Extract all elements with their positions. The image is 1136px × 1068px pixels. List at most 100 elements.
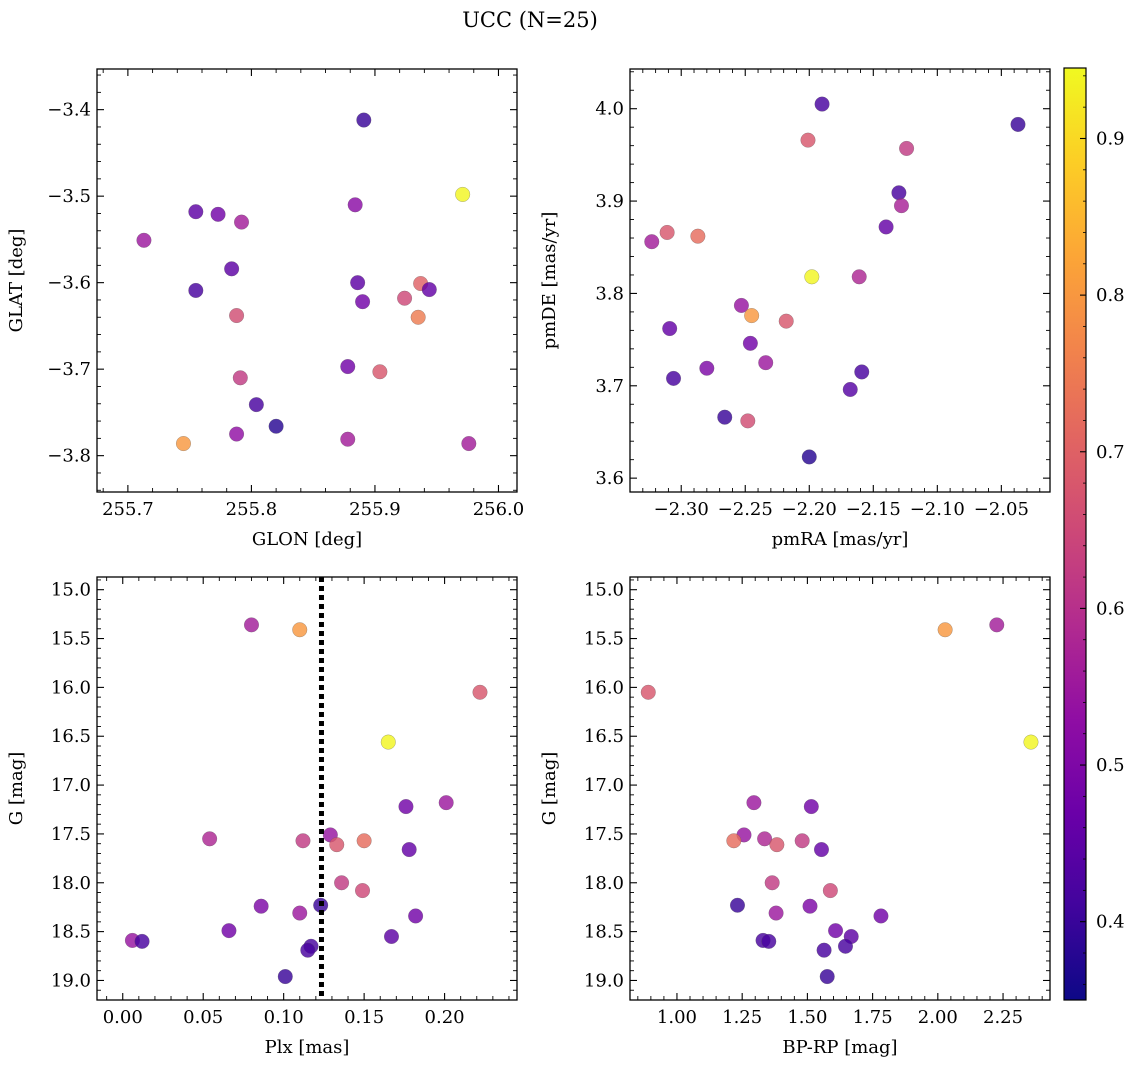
scatter-point: [644, 234, 660, 250]
colorbar-tick-label: 0.4: [1096, 912, 1125, 933]
scatter-point: [761, 933, 777, 949]
x-tick-label: −2.05: [974, 499, 1029, 520]
scatter-point: [828, 923, 844, 939]
x-tick-label: 1.75: [853, 1007, 893, 1028]
scatter-point: [878, 219, 894, 235]
x-tick-label: 256.0: [473, 499, 525, 520]
plot-frame: [629, 68, 1051, 493]
x-tick-label: 2.25: [983, 1007, 1023, 1028]
scatter-point: [800, 132, 816, 148]
x-tick-label: 0.10: [264, 1007, 304, 1028]
scatter-point: [202, 831, 218, 847]
x-tick-label: 0.15: [344, 1007, 384, 1028]
scatter-point: [804, 269, 820, 285]
y-tick-label: 3.9: [595, 191, 624, 212]
scatter-point: [746, 795, 762, 811]
y-tick-label: 15.0: [51, 580, 91, 601]
x-tick-label: 0.20: [425, 1007, 465, 1028]
scatter-point: [937, 622, 953, 638]
scatter-point: [778, 313, 794, 329]
colorbar-tick-label: 0.9: [1096, 128, 1125, 149]
scatter-point: [813, 842, 830, 858]
y-tick-label: −3.5: [47, 186, 91, 207]
x-tick-label: 255.7: [102, 499, 154, 520]
scatter-point: [1010, 116, 1026, 132]
plot-frame: [629, 576, 1051, 1001]
scatter-point: [229, 426, 245, 442]
scatter-point: [233, 214, 250, 230]
scatter-point: [989, 617, 1005, 633]
scatter-point: [175, 436, 192, 452]
scatter-point: [803, 799, 819, 815]
scatter-point: [816, 942, 832, 958]
scatter-point: [356, 112, 372, 128]
scatter-point: [822, 883, 838, 899]
scatter-point: [854, 364, 870, 380]
x-tick-label: 255.8: [226, 499, 278, 520]
y-tick-label: 18.5: [584, 922, 624, 943]
scatter-point: [295, 833, 311, 849]
scatter-point: [300, 942, 316, 958]
scatter-point: [899, 140, 915, 156]
x-tick-label: 1.25: [722, 1007, 762, 1028]
x-tick-label: 255.9: [349, 499, 401, 520]
y-tick-label: 15.5: [51, 629, 91, 650]
scatter-point: [842, 381, 858, 398]
x-axis-label: Plx [mas]: [265, 1037, 350, 1058]
subplot-1: 255.7 255.8 255.9 256.0 −3.4 −3.5 −3.6 −3.7 −3.8…: [6, 68, 525, 550]
scatter-point: [744, 308, 760, 324]
scatter-point: [461, 436, 477, 452]
scatter-point: [292, 905, 308, 921]
scatter-point: [134, 933, 150, 949]
scatter-point: [355, 294, 371, 310]
scatter-point: [356, 833, 372, 849]
y-tick-label: 4.0: [595, 99, 624, 120]
scatter-point: [662, 320, 678, 337]
x-tick-label: 1.00: [657, 1007, 697, 1028]
scatter-point: [136, 232, 152, 248]
scatter-point: [690, 228, 706, 244]
scatter-point: [397, 290, 413, 306]
scatter-point: [232, 370, 248, 386]
x-axis-label: pmRA [mas/yr]: [772, 529, 909, 550]
scatter-point: [383, 928, 400, 945]
scatter-point: [758, 355, 774, 371]
y-axis-label: G [mag]: [539, 752, 560, 825]
scatter-point: [740, 413, 756, 429]
scatter-point: [472, 684, 488, 700]
scatter-point: [837, 938, 854, 954]
scatter-point: [733, 297, 749, 313]
colorbar-gradient: [1063, 67, 1087, 1001]
scatter-point: [665, 370, 682, 386]
y-tick-label: −3.4: [47, 100, 91, 121]
scatter-point: [794, 833, 810, 849]
colorbar-tick-label: 0.8: [1096, 285, 1125, 306]
scatter-point: [253, 898, 269, 914]
scatter-point: [764, 875, 780, 891]
scatter-point: [277, 969, 293, 985]
scatter-point: [188, 282, 204, 298]
colorbar: 0.4 0.5 0.6 0.7 0.8 0.9: [1063, 67, 1125, 1001]
scatter-point: [224, 261, 240, 277]
x-tick-label: 0.05: [183, 1007, 223, 1028]
scatter-point: [188, 204, 204, 220]
x-tick-label: 2.00: [918, 1007, 958, 1028]
y-tick-label: −3.7: [47, 359, 91, 380]
y-axis-label: pmDE [mas/yr]: [539, 212, 560, 350]
scatter-point: [408, 908, 424, 924]
y-tick-label: 17.0: [51, 775, 91, 796]
x-axis-label: BP-RP [mag]: [782, 1037, 897, 1058]
scatter-point: [268, 418, 284, 434]
scatter-point: [354, 883, 371, 899]
x-axis-label: GLON [deg]: [252, 529, 362, 550]
scatter-point: [802, 898, 818, 914]
colorbar-tick-label: 0.5: [1096, 755, 1125, 776]
y-tick-label: 18.0: [584, 873, 624, 894]
y-axis-label: G [mag]: [6, 752, 27, 825]
colorbar-tick-label: 0.7: [1096, 442, 1125, 463]
scatter-point: [742, 335, 758, 351]
scatter-point: [210, 206, 226, 222]
scatter-point: [726, 833, 742, 849]
points-4: [640, 617, 1039, 985]
